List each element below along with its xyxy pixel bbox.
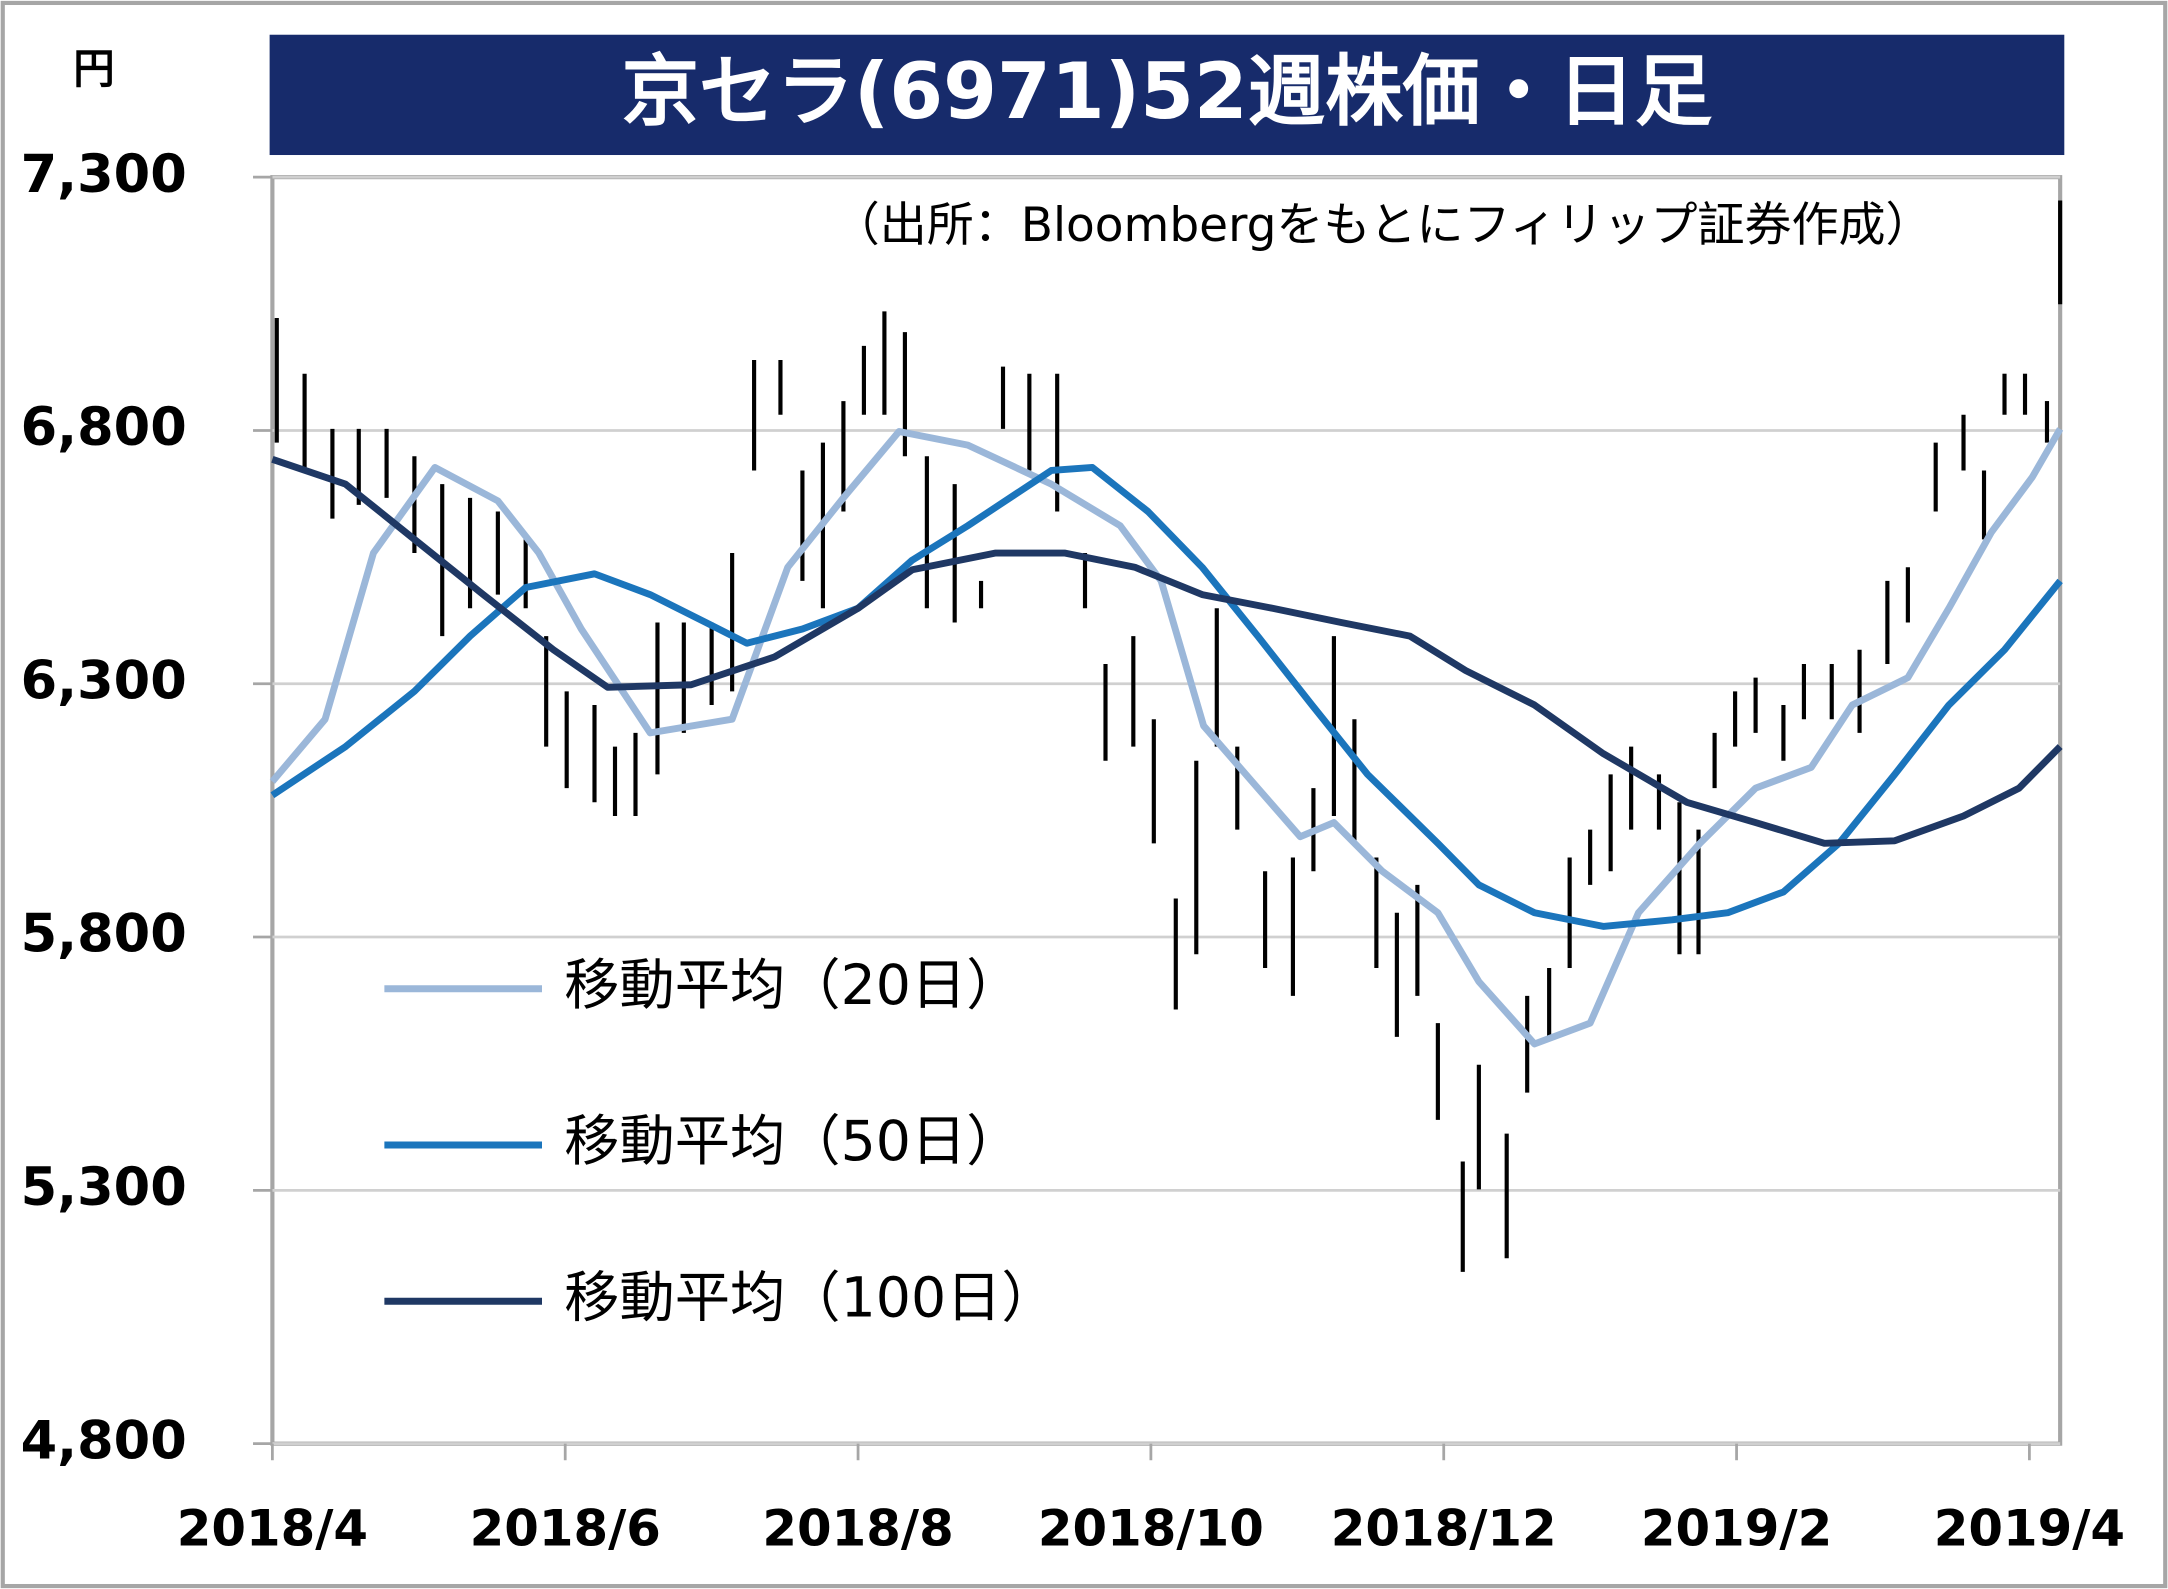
x-tick-label: 2018/12 [1331,1500,1557,1558]
moving-average-line [271,456,2063,847]
y-tick-label: 4,800 [21,1410,187,1471]
y-tick-label: 5,800 [21,904,187,965]
x-tick-label: 2018/8 [762,1500,953,1558]
source-note: （出所：Bloombergをもとにフィリップ証券作成） [833,198,1933,253]
y-unit: 円 [73,45,114,93]
title-bar [269,34,2065,156]
x-tick-label: 2018/10 [1038,1500,1264,1558]
y-tick-label: 7,300 [21,144,187,205]
chart-title: 京セラ(6971)52週株価・日足 [622,47,1713,137]
x-tick-label: 2018/4 [177,1500,368,1558]
x-tick-label: 2019/2 [1641,1500,1832,1558]
x-tick-label: 2019/4 [1934,1500,2125,1558]
y-tick-label: 6,300 [21,650,187,711]
legend-label: 移動平均（20日） [564,954,1021,1018]
moving-average-line [269,427,2064,1048]
legend-label: 移動平均（50日） [564,1110,1021,1174]
moving-average-line [270,463,2063,930]
y-tick-label: 5,300 [21,1157,187,1218]
legend-label: 移動平均（100日） [564,1266,1057,1330]
x-tick-label: 2018/6 [470,1500,661,1558]
y-tick-label: 6,800 [21,397,187,458]
